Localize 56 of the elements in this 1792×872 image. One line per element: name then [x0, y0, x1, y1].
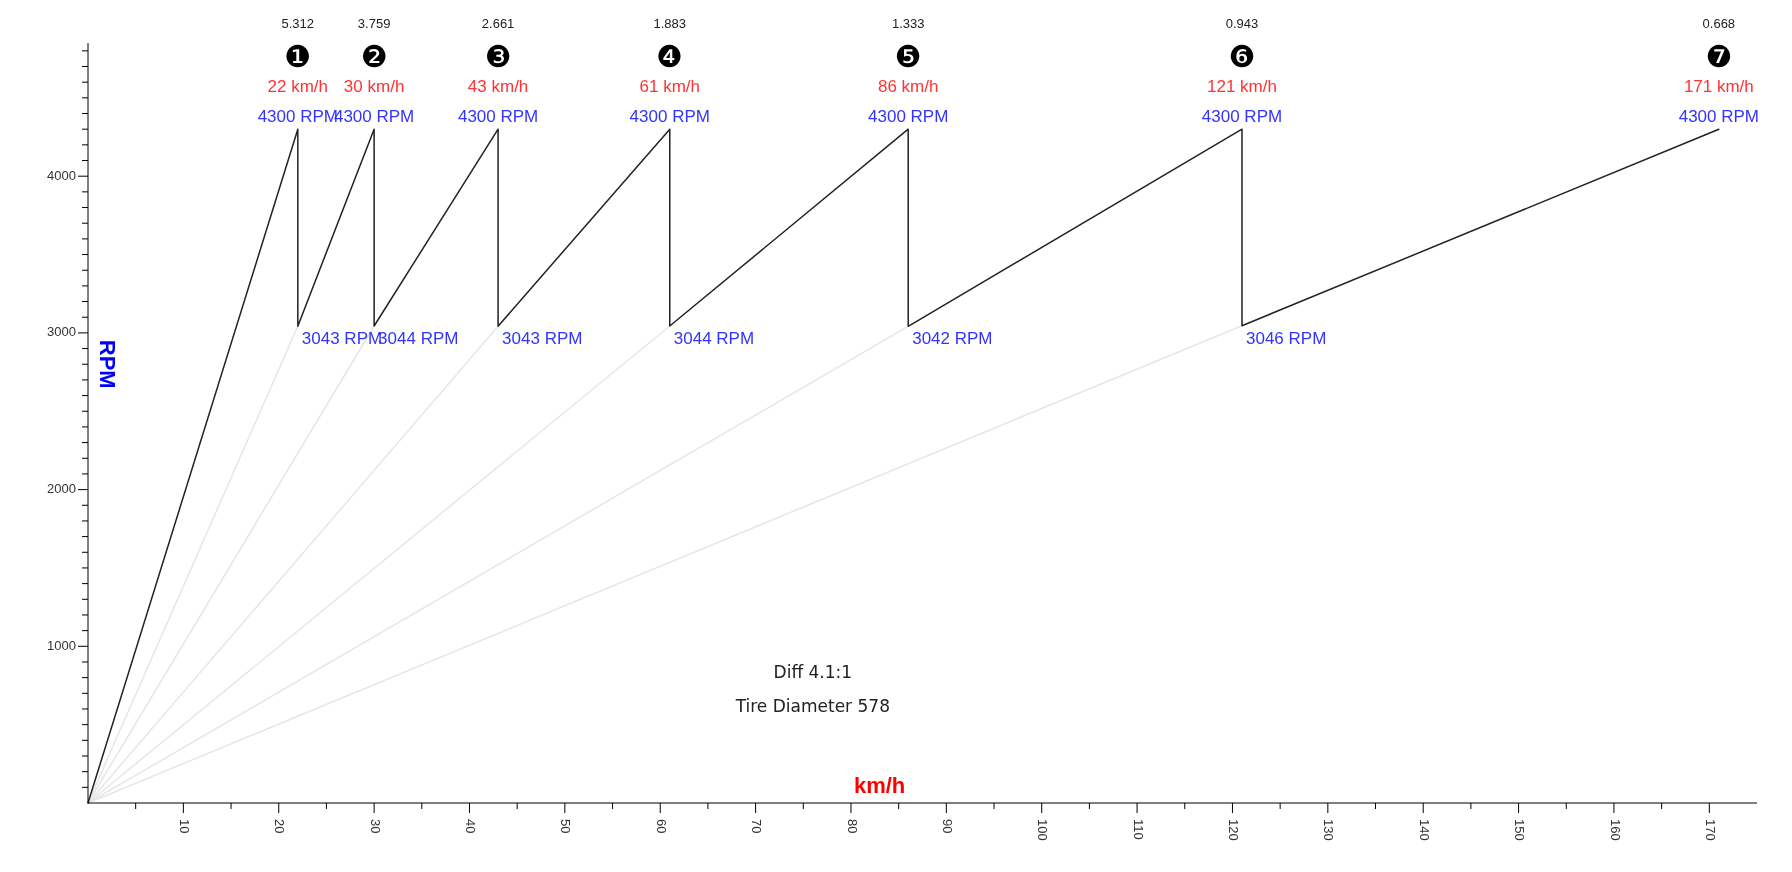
- y-tick-label: 1000: [47, 637, 76, 653]
- text: 2.661: [481, 16, 515, 31]
- x-tick-label: 170: [1702, 819, 1718, 841]
- x-tick-label: 150: [1512, 819, 1528, 841]
- x-tick-label: 20: [272, 819, 288, 834]
- text: 0.943: [1225, 16, 1259, 31]
- annotation: ❺: [894, 39, 922, 75]
- text: 5.312: [281, 16, 315, 31]
- x-tick-label: 30: [367, 819, 383, 834]
- x-tick-label: 130: [1321, 819, 1337, 841]
- annotation: Diff 4.1:1: [773, 661, 853, 682]
- annotation: 3046 RPM: [1245, 328, 1327, 348]
- x-tick-label: 70: [749, 819, 765, 834]
- y-axis-title: RPM: [95, 339, 120, 389]
- annotation: 121 km/h: [1207, 77, 1277, 97]
- y-tick-label: 4000: [47, 167, 76, 183]
- x-tick-label: 40: [463, 819, 479, 834]
- annotation: ❹: [656, 39, 684, 75]
- x-tick-label: 140: [1416, 819, 1432, 841]
- annotation: ❶: [284, 39, 312, 75]
- text: 1.333: [891, 16, 925, 31]
- y-tick-label: 2000: [47, 481, 76, 497]
- x-tick-label: 50: [558, 819, 574, 834]
- annotation: ❻: [1228, 39, 1256, 75]
- annotation: 3044 RPM: [673, 329, 755, 348]
- text: 0.668: [1702, 16, 1736, 31]
- annotation: 43 km/h: [467, 77, 529, 97]
- annotation: 86 km/h: [877, 77, 939, 97]
- annotation: 4300 RPM: [868, 107, 949, 127]
- annotation: 22 km/h: [267, 77, 329, 97]
- annotation: 4300 RPM: [629, 107, 710, 127]
- x-tick-label: 110: [1130, 819, 1146, 840]
- text: 1.883: [653, 16, 687, 31]
- y-tick-label: 3000: [47, 324, 76, 340]
- x-tick-label: 60: [653, 819, 669, 834]
- annotation: 4300 RPM: [457, 107, 539, 127]
- x-tick-label: 160: [1607, 819, 1623, 841]
- x-axis-title: km/h: [853, 773, 906, 798]
- annotation: 4300 RPM: [1678, 107, 1760, 127]
- x-tick-label: 80: [844, 819, 860, 834]
- x-tick-label: 10: [176, 819, 192, 834]
- annotation: ❼: [1705, 39, 1733, 75]
- x-tick-label: 90: [939, 819, 955, 834]
- annotation: 171 km/h: [1683, 77, 1754, 97]
- annotation: 61 km/h: [639, 77, 701, 97]
- annotation: 3044 RPM: [378, 329, 459, 348]
- annotation: 30 km/h: [343, 77, 405, 97]
- annotation: 3043 RPM: [502, 329, 583, 349]
- annotation: Tire Diameter 578: [734, 695, 890, 716]
- annotation: 4300 RPM: [1201, 107, 1283, 127]
- annotation: ❷: [360, 39, 388, 75]
- annotation: 3042 RPM: [912, 329, 993, 349]
- text: 3.759: [357, 16, 391, 31]
- annotation: ❸: [484, 39, 512, 75]
- x-tick-label: 100: [1035, 819, 1051, 841]
- x-tick-label: 120: [1226, 819, 1242, 841]
